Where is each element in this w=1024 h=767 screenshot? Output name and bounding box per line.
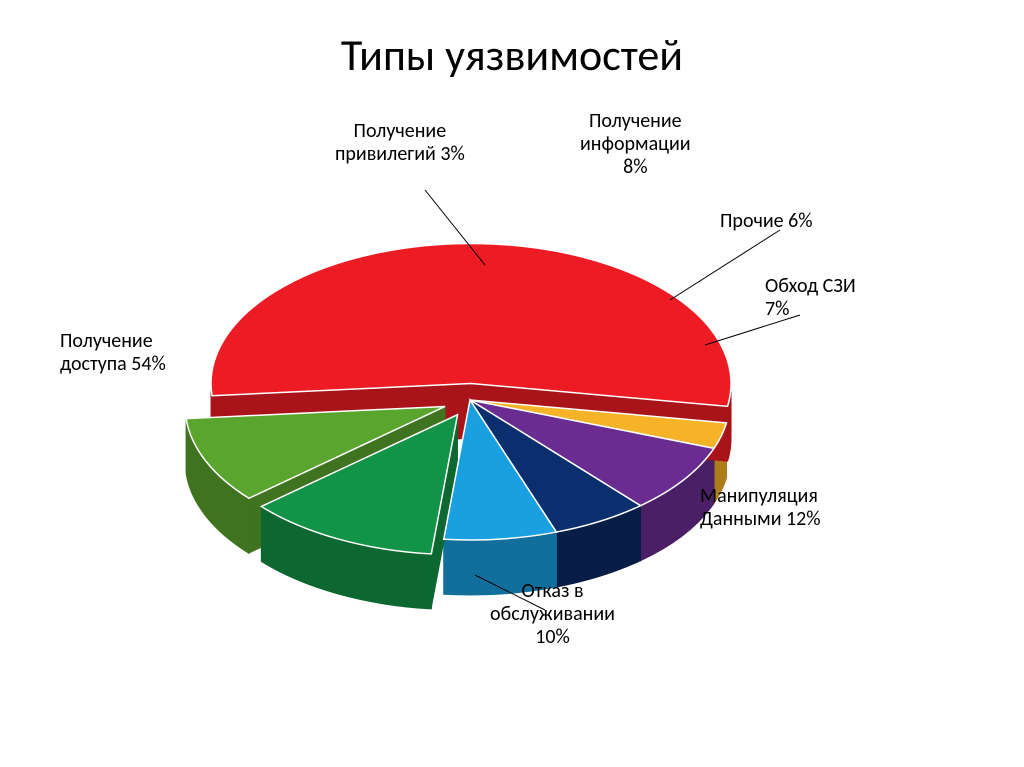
slice-label: Получение доступа 54%: [60, 330, 166, 376]
slice-label: Манипуляция Данными 12%: [700, 485, 821, 531]
slice-label: Обход СЗИ 7%: [765, 275, 856, 321]
chart-title: Типы уязвимостей: [0, 28, 1024, 82]
pie-slice: [211, 244, 731, 407]
slice-label: Отказ в обслуживании 10%: [490, 580, 615, 649]
slice-label: Получение информации 8%: [580, 110, 691, 179]
slice-label: Получение привилегий 3%: [335, 120, 465, 166]
pie-chart: Получение доступа 54%Получение привилеги…: [80, 110, 940, 730]
slice-label: Прочие 6%: [720, 210, 813, 233]
